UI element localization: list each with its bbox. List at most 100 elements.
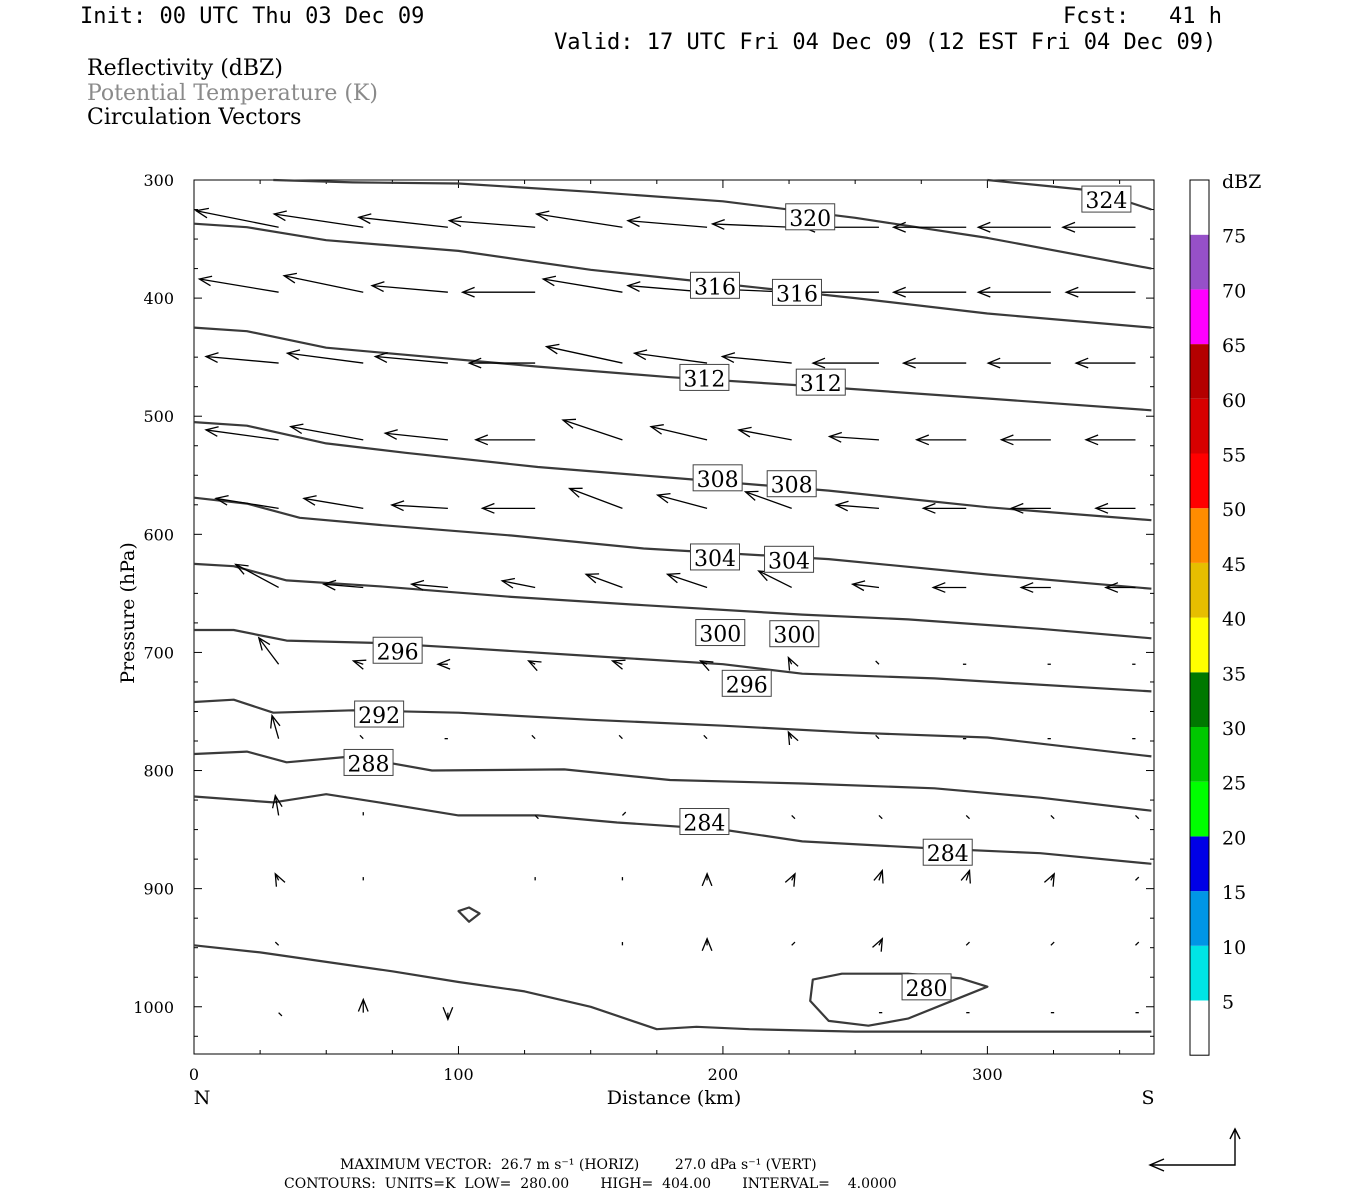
colorbar-swatch bbox=[1190, 672, 1209, 727]
vector-shaft bbox=[852, 583, 880, 589]
contour-label-box bbox=[766, 470, 817, 498]
vector-shaft bbox=[375, 355, 448, 364]
circulation-vector bbox=[1094, 502, 1136, 514]
circulation-vector bbox=[1009, 502, 1051, 514]
theta-contour-292 bbox=[193, 698, 1152, 758]
forecast-hour: Fcst: 41 h bbox=[1063, 4, 1222, 29]
vector-shaft bbox=[667, 573, 708, 589]
vector-head bbox=[787, 730, 799, 746]
vector-head bbox=[931, 582, 946, 593]
contour-label: 288 bbox=[348, 752, 390, 777]
theta-contour-304 bbox=[193, 496, 1152, 590]
vector-head bbox=[827, 431, 843, 443]
contour-label-box bbox=[1081, 185, 1132, 213]
vector-head bbox=[655, 492, 671, 504]
vector-head bbox=[626, 281, 641, 292]
circulation-vector bbox=[383, 429, 448, 441]
contour-label-box bbox=[689, 543, 740, 571]
vector-shaft bbox=[562, 419, 623, 441]
vector-shaft bbox=[274, 795, 280, 816]
vector-shaft bbox=[621, 811, 627, 816]
contour-label: 300 bbox=[773, 624, 815, 649]
contour-label: 304 bbox=[768, 549, 810, 574]
circulation-vector bbox=[357, 213, 448, 228]
contour-label: 300 bbox=[699, 623, 741, 648]
contour-label: 296 bbox=[377, 640, 419, 665]
vector-head bbox=[1074, 357, 1089, 369]
vector-head bbox=[1094, 502, 1109, 514]
x-tick-label: 100 bbox=[443, 1065, 474, 1084]
vector-shaft bbox=[358, 216, 448, 228]
vector-shaft bbox=[371, 284, 448, 293]
vector-head bbox=[272, 210, 287, 222]
circulation-vector bbox=[811, 357, 879, 369]
circulation-vector bbox=[321, 579, 364, 591]
vector-head bbox=[976, 286, 991, 298]
circulation-vector bbox=[965, 941, 970, 946]
x-tick-label: 300 bbox=[972, 1065, 1003, 1084]
vector-head bbox=[194, 207, 210, 219]
vector-shaft bbox=[829, 435, 880, 441]
contour-label-box bbox=[354, 700, 405, 728]
reference-vector-head-horizontal bbox=[1148, 1158, 1165, 1172]
vector-head bbox=[921, 502, 936, 514]
circulation-vector bbox=[1074, 357, 1136, 369]
y-tick-label: 900 bbox=[143, 880, 174, 899]
vector-shaft bbox=[1135, 814, 1140, 820]
circulation-vector bbox=[1043, 872, 1055, 887]
circulation-vector bbox=[534, 814, 539, 820]
vector-head bbox=[234, 563, 249, 575]
circulation-vector bbox=[204, 426, 279, 441]
vector-head bbox=[357, 213, 372, 225]
vector-shaft bbox=[875, 734, 880, 740]
circulation-vector bbox=[873, 868, 884, 884]
vector-shaft bbox=[1050, 941, 1055, 946]
circulation-vector bbox=[357, 997, 369, 1013]
vector-shaft bbox=[712, 223, 792, 228]
contour-label: 284 bbox=[927, 842, 969, 867]
circulation-vector bbox=[584, 573, 623, 589]
circulation-vector bbox=[850, 580, 880, 592]
field-reflectivity: Reflectivity (dBZ) bbox=[87, 56, 283, 81]
circulation-vector bbox=[737, 426, 792, 441]
colorbar-swatch bbox=[1190, 781, 1209, 837]
circulation-vector bbox=[914, 434, 967, 446]
vector-head bbox=[544, 343, 560, 355]
colorbar-label: 65 bbox=[1222, 335, 1246, 357]
vector-head bbox=[197, 275, 213, 287]
circulation-vector bbox=[541, 275, 623, 293]
circulation-vector bbox=[618, 734, 623, 740]
colorbar-swatch bbox=[1190, 727, 1209, 782]
vector-head bbox=[1043, 872, 1055, 887]
vector-shaft bbox=[449, 219, 536, 228]
vector-shaft bbox=[274, 213, 364, 228]
circulation-vector bbox=[834, 500, 880, 512]
vector-shaft bbox=[618, 734, 623, 740]
contour-label-box bbox=[695, 619, 746, 647]
vector-head bbox=[999, 434, 1014, 446]
circulation-vector bbox=[390, 500, 448, 512]
vector-head bbox=[567, 487, 583, 498]
vector-shaft bbox=[543, 278, 623, 293]
vector-head bbox=[1064, 286, 1079, 298]
y-axis-title: Pressure (hPa) bbox=[117, 542, 139, 684]
vector-head bbox=[1084, 434, 1099, 446]
theta-contour-296 bbox=[194, 628, 1152, 693]
circulation-vector bbox=[878, 814, 883, 820]
circulation-vector bbox=[965, 814, 970, 820]
vector-shaft bbox=[657, 494, 708, 509]
vector-shaft bbox=[278, 1012, 283, 1017]
vector-shaft bbox=[287, 352, 364, 364]
vector-shaft bbox=[531, 734, 536, 740]
circulation-vector bbox=[359, 734, 364, 740]
vector-shaft bbox=[791, 814, 796, 820]
circulation-vector bbox=[1061, 221, 1136, 233]
circulation-vector bbox=[703, 734, 708, 740]
vector-shaft bbox=[791, 941, 796, 946]
circulation-vector bbox=[720, 352, 792, 364]
y-tick-label: 700 bbox=[143, 643, 174, 662]
vector-head bbox=[373, 352, 388, 363]
circulation-vector bbox=[234, 563, 279, 589]
colorbar-label: 25 bbox=[1222, 773, 1246, 795]
colorbar-swatch bbox=[1190, 289, 1209, 345]
